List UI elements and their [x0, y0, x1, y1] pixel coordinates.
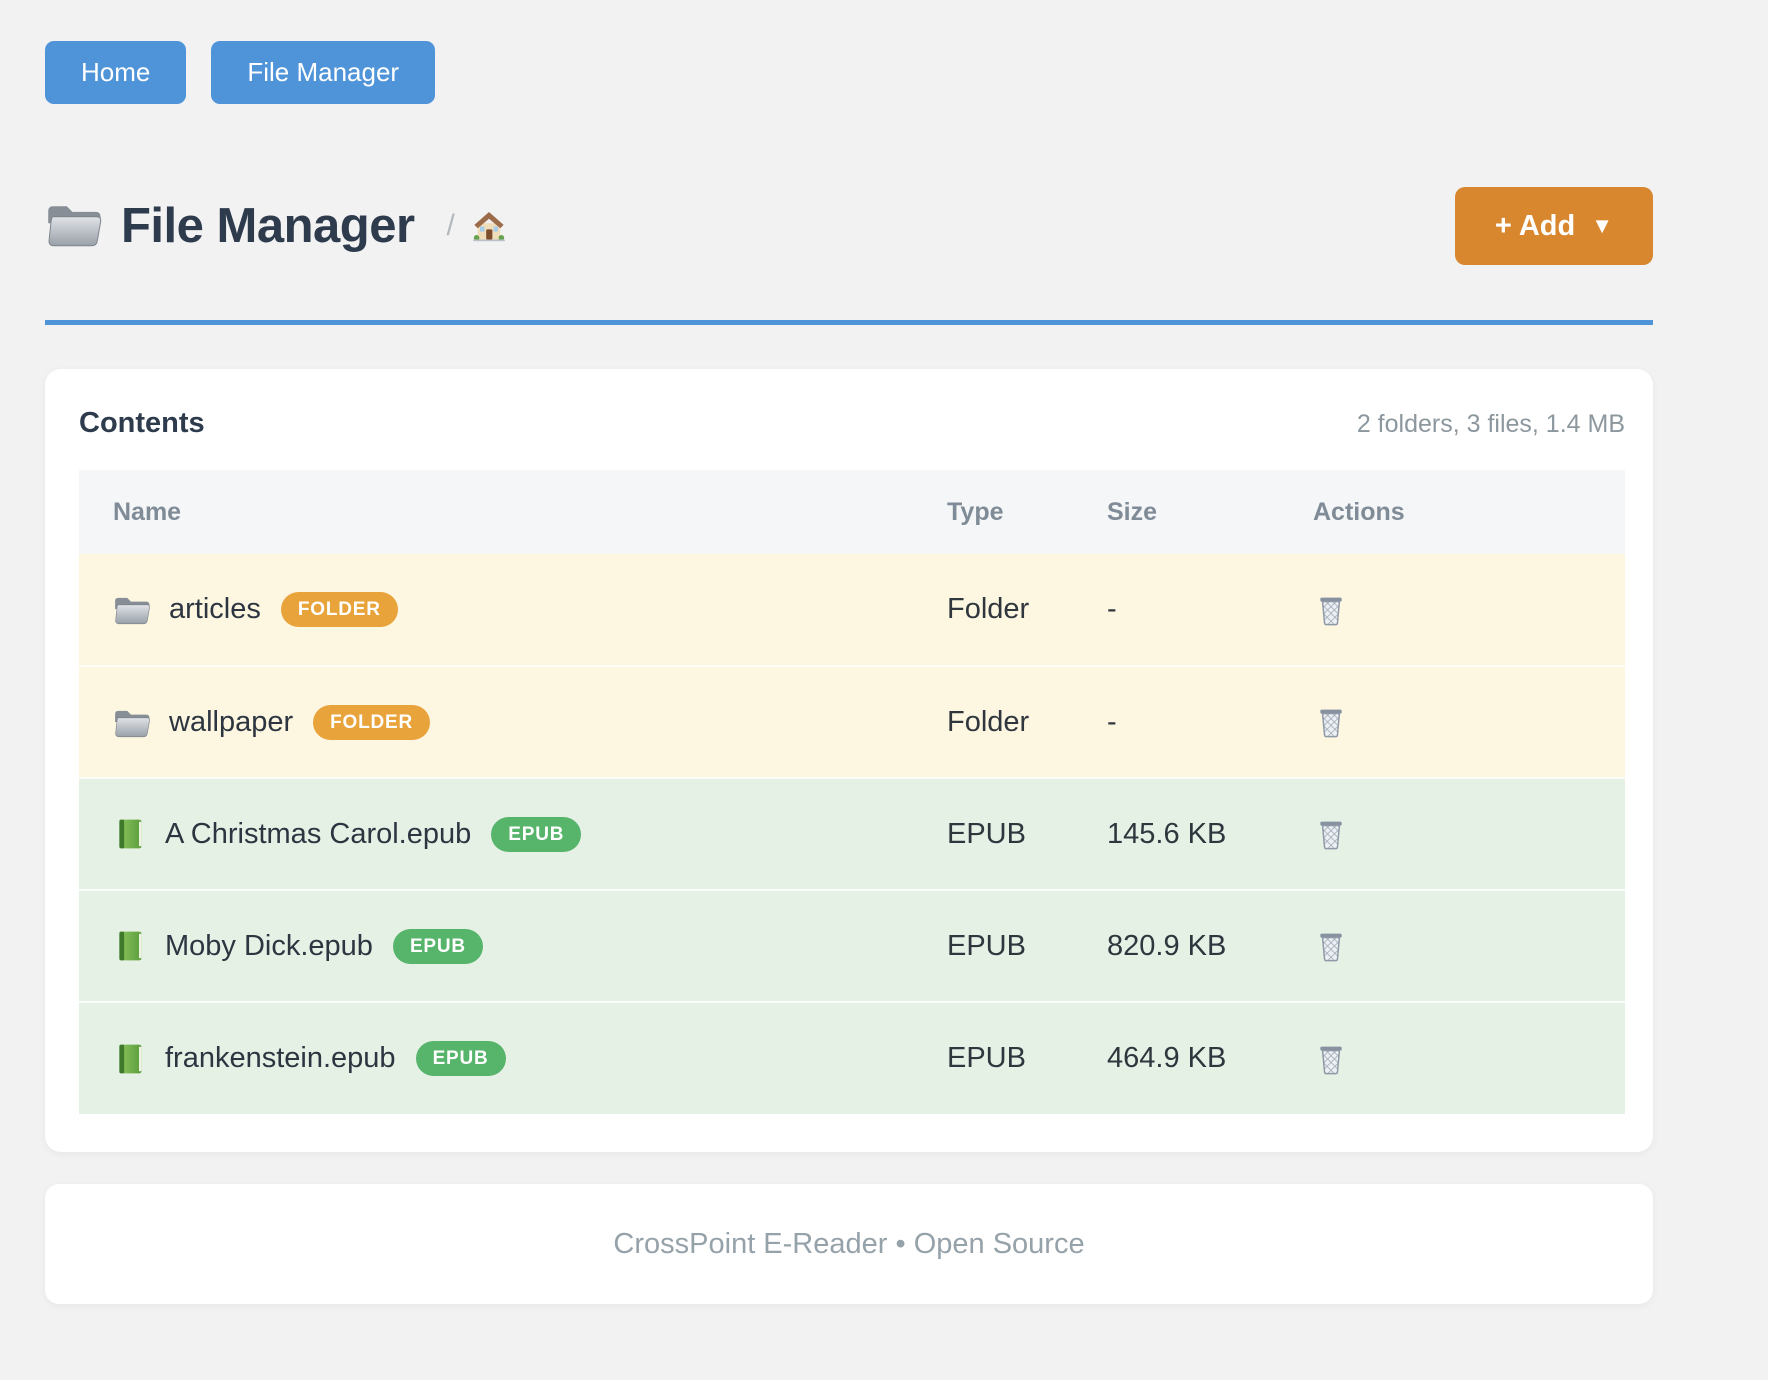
add-button-label: + Add [1494, 209, 1576, 242]
item-size: - [1107, 554, 1313, 666]
type-badge: FOLDER [313, 704, 431, 740]
folder-icon [113, 706, 151, 739]
item-size: 464.9 KB [1107, 1001, 1313, 1114]
home-icon[interactable] [471, 208, 507, 244]
title-group: File Manager / [45, 198, 507, 254]
item-type: EPUB [947, 889, 1107, 1002]
item-type: EPUB [947, 777, 1107, 890]
delete-button[interactable] [1313, 1041, 1349, 1077]
table-row: articles FOLDER Folder - [79, 554, 1625, 666]
book-icon [113, 817, 147, 851]
item-type: Folder [947, 554, 1107, 666]
top-nav: Home File Manager [45, 0, 1653, 104]
table-row: wallpaper FOLDER Folder - [79, 665, 1625, 778]
contents-card: Contents 2 folders, 3 files, 1.4 MB Name… [45, 369, 1653, 1152]
item-name: wallpaper [169, 705, 294, 738]
trash-icon [1320, 597, 1342, 625]
trash-icon [1320, 1046, 1342, 1074]
item-name: articles [169, 593, 261, 625]
column-header-actions: Actions [1313, 470, 1625, 554]
item-size: 820.9 KB [1107, 889, 1313, 1002]
column-header-type: Type [947, 470, 1107, 554]
item-name: frankenstein.epub [165, 1042, 396, 1074]
chevron-down-icon: ▼ [1591, 213, 1613, 238]
delete-button[interactable] [1313, 704, 1349, 740]
nav-file-manager-button[interactable]: File Manager [211, 41, 436, 104]
book-icon [113, 1042, 147, 1076]
file-link[interactable]: frankenstein.epub EPUB [79, 1041, 947, 1076]
footer: CrossPoint E-Reader • Open Source [45, 1184, 1653, 1304]
folder-link[interactable]: articles FOLDER [79, 592, 947, 627]
item-size: 145.6 KB [1107, 777, 1313, 890]
folder-link[interactable]: wallpaper FOLDER [79, 704, 947, 740]
delete-button[interactable] [1313, 928, 1349, 964]
page-header: File Manager / + Add ▼ [45, 187, 1653, 325]
folder-icon [113, 593, 151, 626]
table-row: Moby Dick.epub EPUB EPUB 820.9 KB [79, 889, 1625, 1002]
type-badge: EPUB [392, 928, 483, 964]
type-badge: EPUB [415, 1041, 506, 1076]
contents-heading: Contents [79, 407, 205, 439]
item-name: Moby Dick.epub [165, 929, 373, 962]
book-icon [113, 929, 147, 963]
type-badge: FOLDER [280, 592, 398, 627]
nav-home-button[interactable]: Home [45, 41, 187, 104]
item-size: - [1107, 665, 1313, 778]
delete-button[interactable] [1313, 816, 1349, 852]
table-row: frankenstein.epub EPUB EPUB 464.9 KB [79, 1001, 1625, 1114]
trash-icon [1320, 709, 1342, 738]
trash-icon [1320, 933, 1342, 962]
file-table: Name Type Size Actions [79, 470, 1625, 1114]
folder-icon [45, 199, 103, 254]
add-button[interactable]: + Add ▼ [1454, 187, 1653, 265]
trash-icon [1320, 821, 1342, 850]
column-header-size: Size [1107, 470, 1313, 554]
page-title: File Manager [121, 199, 415, 253]
breadcrumb-separator: / [446, 209, 455, 242]
contents-summary: 2 folders, 3 files, 1.4 MB [1356, 410, 1625, 438]
type-badge: EPUB [491, 816, 582, 852]
item-type: Folder [947, 665, 1107, 778]
column-header-name: Name [79, 470, 947, 554]
page: Home File Manager File Manager / [45, 0, 1653, 1304]
item-type: EPUB [947, 1001, 1107, 1114]
footer-text: CrossPoint E-Reader • Open Source [613, 1227, 1085, 1260]
file-link[interactable]: A Christmas Carol.epub EPUB [79, 816, 947, 852]
table-row: A Christmas Carol.epub EPUB EPUB 145.6 K… [79, 777, 1625, 890]
card-header: Contents 2 folders, 3 files, 1.4 MB [79, 407, 1625, 440]
file-link[interactable]: Moby Dick.epub EPUB [79, 928, 947, 964]
table-header-row: Name Type Size Actions [79, 470, 1625, 554]
delete-button[interactable] [1313, 592, 1349, 628]
item-name: A Christmas Carol.epub [165, 817, 472, 850]
